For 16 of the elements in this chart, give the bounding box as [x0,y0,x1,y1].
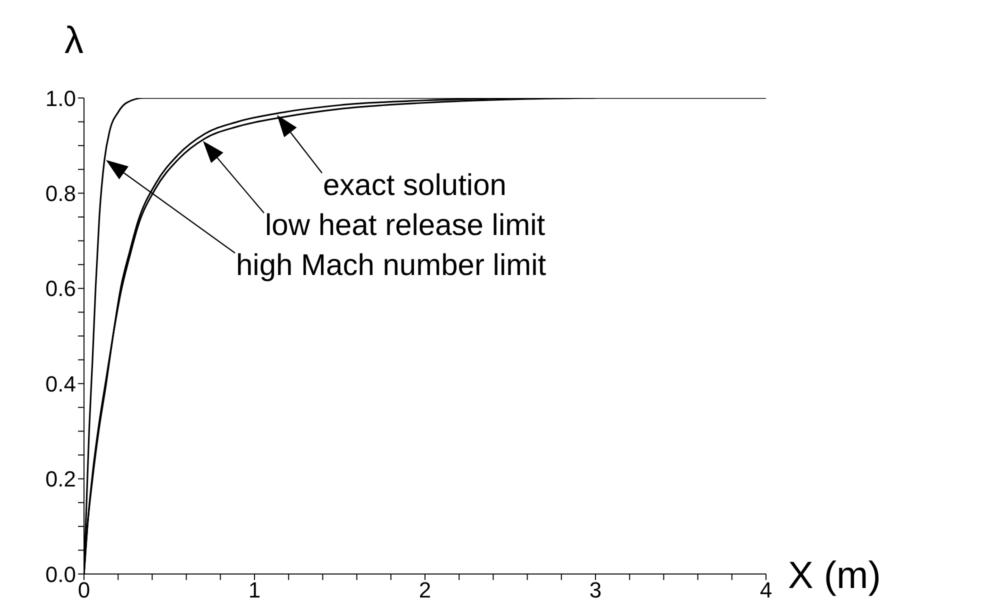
x-tick-label: 0 [78,578,90,603]
annotation: exact solution [323,169,506,202]
annotation: high Mach number limit [236,249,547,282]
y-tick-label: 0.4 [45,371,76,396]
y-tick-label: 0.6 [45,276,76,302]
x-axis-title: X (m) [788,555,881,597]
annotation: low heat release limit [265,209,546,242]
x-tick-label: 4 [760,578,772,603]
y-tick-label: 0.8 [45,181,76,206]
x-tick-label: 1 [248,578,261,603]
y-tick-label: 0.2 [45,466,76,492]
y-tick-label: 0.0 [45,562,76,587]
y-axis-title: λ [64,20,84,62]
x-tick-label: 2 [418,578,432,603]
x-tick-label: 3 [589,578,602,603]
y-tick-label: 1.0 [45,86,76,111]
